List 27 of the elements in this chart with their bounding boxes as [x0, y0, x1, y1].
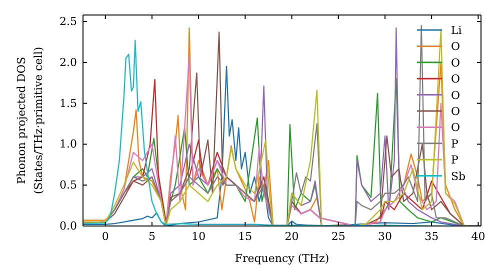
legend-label: P — [451, 137, 459, 150]
legend-label: O — [451, 88, 460, 102]
legend-label: P — [451, 154, 459, 167]
y-tick-label: 2.0 — [60, 56, 77, 69]
x-tick-label: 20 — [284, 230, 299, 243]
x-tick-label: 0 — [102, 230, 109, 243]
legend-label: Li — [451, 24, 462, 37]
x-tick-label: 10 — [192, 230, 206, 243]
y-tick-label: 1.0 — [60, 138, 77, 151]
legend-label: Sb — [451, 170, 466, 183]
legend-label: O — [451, 72, 460, 86]
y-tick-label: 0.0 — [60, 220, 77, 233]
legend-label: O — [451, 121, 460, 134]
x-tick-label: 40 — [471, 230, 486, 243]
legend-label: O — [451, 56, 460, 70]
legend-label: O — [451, 105, 460, 118]
legend-label: O — [451, 40, 460, 54]
y-axis-title: Phonon projected DOS (States/THz·primitive cell) — [15, 46, 45, 194]
y-tick-label: 1.5 — [60, 96, 77, 110]
x-tick-label: 5 — [148, 230, 156, 243]
x-tick-label: 30 — [378, 230, 392, 243]
x-axis-title: Frequency (THz) — [234, 252, 330, 265]
x-tick-label: 35 — [424, 230, 439, 243]
y-tick-label: 2.5 — [60, 15, 77, 28]
x-tick-label: 15 — [238, 230, 252, 243]
x-tick-label: 25 — [331, 230, 346, 243]
y-tick-label: 0.5 — [60, 178, 77, 192]
